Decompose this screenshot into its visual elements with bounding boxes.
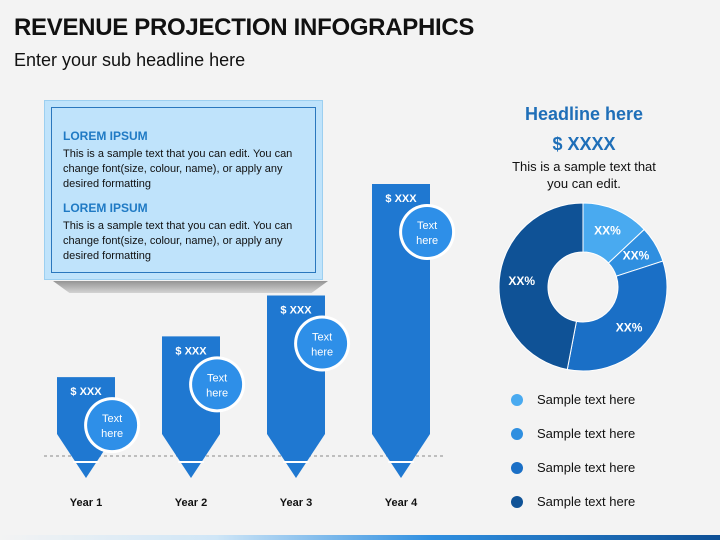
right-description: This is a sample text that you can edit. <box>512 159 656 191</box>
donut-label-1: XX% <box>594 224 621 238</box>
legend-dot-2 <box>511 428 523 440</box>
bar-value-label-2: $ XXX <box>175 345 207 357</box>
category-label-3: Year 3 <box>280 497 312 509</box>
donut-slice-3 <box>566 260 668 372</box>
page-subtitle: Enter your sub headline here <box>14 50 246 70</box>
callout-text-3-1: Text <box>312 332 332 344</box>
callout-circle-3 <box>297 318 348 369</box>
legend-label-4: Sample text here <box>537 494 636 509</box>
legend-label-1: Sample text here <box>537 392 636 407</box>
bar-value-label-1: $ XXX <box>70 386 102 398</box>
bar-1 <box>57 377 115 478</box>
right-value: $ XXXX <box>552 134 616 154</box>
legend-dot-3 <box>511 462 523 474</box>
callout-circle-1 <box>87 400 138 451</box>
donut-slice-2 <box>607 228 664 277</box>
legend-dot-1 <box>511 394 523 406</box>
info-textbox: LOREM IPSUM This is a sample text that y… <box>44 100 328 293</box>
category-label-2: Year 2 <box>175 497 207 509</box>
callout-circle-4 <box>402 207 453 257</box>
callout-text-4-2: here <box>416 235 438 247</box>
footer-gradient-bar <box>0 535 720 540</box>
right-headline: Headline here <box>524 104 644 124</box>
bar-value-label-4: $ XXX <box>385 193 417 205</box>
callout-ring-2 <box>189 356 246 413</box>
bar-2 <box>162 336 220 478</box>
category-label-4: Year 4 <box>385 497 418 509</box>
textbox-text-2: This is a sample text that you can edit.… <box>63 220 293 262</box>
textbox-heading-2: LOREM IPSUM <box>63 201 148 215</box>
callout-ring-4 <box>399 204 456 260</box>
callout-text-1-2: here <box>101 428 123 440</box>
donut-slice-4 <box>498 202 584 371</box>
callout-text-2-2: here <box>206 387 228 399</box>
textbox-shadow <box>53 281 328 293</box>
callout-text-2-1: Text <box>207 372 227 384</box>
category-label-1: Year 1 <box>70 497 102 509</box>
callout-text-1-1: Text <box>102 413 122 425</box>
legend-label-2: Sample text here <box>537 426 636 441</box>
donut-label-3: XX% <box>616 321 643 335</box>
textbox-heading-1: LOREM IPSUM <box>63 129 148 143</box>
donut-label-2: XX% <box>623 249 650 263</box>
callout-text-4-1: Text <box>417 220 437 232</box>
callout-ring-3 <box>294 315 351 372</box>
callout-ring-1 <box>84 397 141 454</box>
legend-label-3: Sample text here <box>537 460 636 475</box>
textbox-text-1: This is a sample text that you can edit.… <box>63 148 293 190</box>
textbox-frame <box>51 107 316 273</box>
callout-text-3-2: here <box>311 347 333 359</box>
callout-circle-2 <box>192 359 243 410</box>
page-title: REVENUE PROJECTION INFOGRAPHICS <box>14 14 475 41</box>
bar-4 <box>372 184 430 478</box>
donut-label-4: XX% <box>508 274 535 288</box>
donut-slice-1 <box>582 202 645 264</box>
bar-3 <box>267 295 325 478</box>
legend-dot-4 <box>511 496 523 508</box>
bar-value-label-3: $ XXX <box>280 305 312 317</box>
